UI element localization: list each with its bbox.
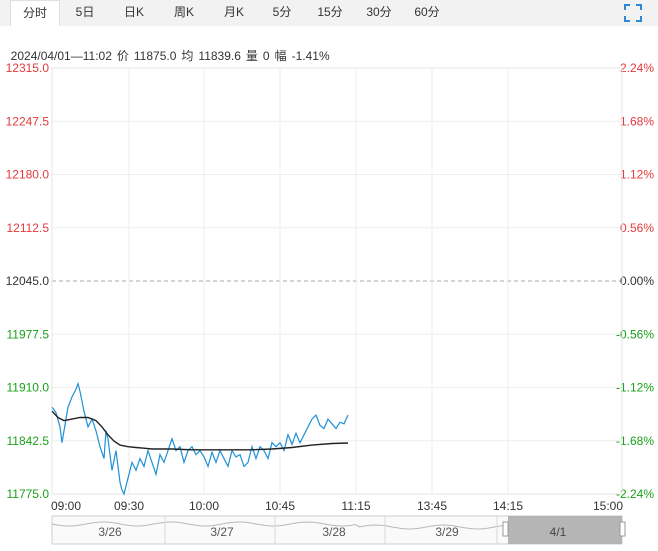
y-tick-left: 12045.0 (6, 274, 50, 288)
y-tick-left: 11775.0 (7, 487, 50, 501)
y-tick-right: -2.24% (616, 487, 654, 501)
y-tick-left: 11842.5 (7, 434, 50, 448)
y-tick-left: 12247.5 (6, 114, 50, 128)
navigator-selection[interactable] (508, 516, 622, 544)
quote-info-bar: 2024/04/01—11:02 价 11875.0 均 11839.6 量 0 幅 -1.41… (4, 33, 335, 64)
y-tick-right: -0.56% (616, 327, 654, 341)
vol-label: 量 (245, 49, 258, 63)
y-tick-right: 2.24% (620, 61, 654, 75)
chg-value: -1.41% (291, 49, 330, 63)
avg-label: 均 (181, 49, 194, 63)
x-tick-label: 09:00 (51, 499, 81, 513)
y-tick-left: 12112.5 (7, 221, 50, 235)
y-tick-left: 11910.0 (7, 381, 50, 395)
avg-line (51, 410, 349, 451)
expand-icon[interactable] (624, 4, 642, 22)
tab-3[interactable]: 周K (173, 5, 194, 19)
price-line (51, 381, 349, 496)
tab-4[interactable]: 月K (223, 5, 244, 19)
tab-7[interactable]: 30分 (366, 5, 392, 19)
navigator-date: 4/1 (550, 525, 567, 539)
price-value: 11875.0 (133, 49, 177, 63)
x-tick-label: 13:45 (417, 499, 447, 513)
y-tick-right: -1.68% (616, 434, 654, 448)
navigator-date: 3/28 (322, 525, 346, 539)
y-tick-right: 0.00% (620, 274, 654, 288)
plot-border (51, 67, 623, 495)
x-tick-label: 09:30 (114, 499, 144, 513)
x-tick-label: 11:15 (341, 499, 370, 513)
navigator-date: 3/29 (435, 525, 459, 539)
x-tick-label: 15:00 (593, 499, 623, 513)
price-label: 价 (116, 49, 129, 63)
y-tick-left: 11977.5 (7, 327, 50, 341)
navigator-handle-right[interactable] (619, 521, 626, 537)
x-tick-label: 10:45 (265, 499, 295, 513)
y-tick-right: 1.12% (620, 168, 654, 182)
tab-1[interactable]: 5日 (75, 5, 95, 19)
x-tick-label: 14:15 (493, 499, 523, 513)
intraday-chart[interactable]: 12315.0 2.24% 12247.5 1.68% 12180.0 1.12% 1211… (0, 56, 658, 551)
period-tabs: 分时 5日 日K 周K 月K 5分 15分 30分 60分 (0, 0, 658, 26)
y-tick-right: 0.56% (620, 221, 654, 235)
quote-datetime: 2024/04/01—11:02 (10, 49, 112, 63)
avg-value: 11839.6 (198, 49, 241, 63)
navigator-line (51, 521, 508, 530)
navigator-handle-left[interactable] (502, 521, 509, 537)
tab-8[interactable]: 60分 (414, 5, 440, 19)
navigator-date: 3/26 (98, 525, 122, 539)
tab-5[interactable]: 5分 (272, 5, 292, 19)
tab-6[interactable]: 15分 (317, 5, 343, 19)
x-tick-label: 10:00 (189, 499, 219, 513)
vol-value: 0 (262, 49, 270, 63)
navigator-date: 3/27 (210, 525, 234, 539)
y-tick-left: 12315.0 (6, 61, 50, 75)
y-tick-right: 1.68% (620, 114, 654, 128)
y-tick-left: 12180.0 (6, 168, 50, 182)
chg-label: 幅 (274, 49, 287, 63)
y-tick-right: -1.12% (616, 381, 654, 395)
tab-0[interactable]: 分时 (10, 0, 60, 26)
tab-2[interactable]: 日K (123, 5, 144, 19)
